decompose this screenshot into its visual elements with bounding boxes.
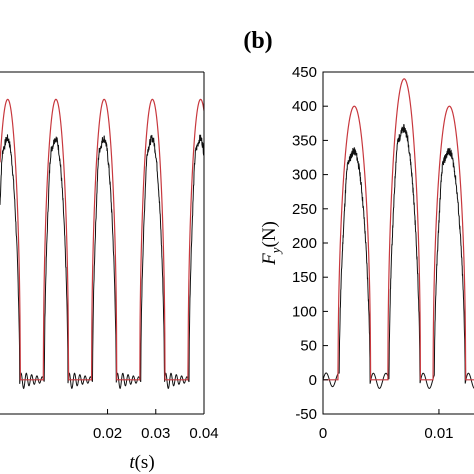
panel-b-y-tick-label: 300 xyxy=(292,167,317,184)
panel-b-x-tick-label: 0.01 xyxy=(424,425,453,442)
panel-b-y-ticks: 450 400 350 300 250 200 150 100 50 0 -50 xyxy=(292,64,328,423)
panel-a-series-model xyxy=(0,98,204,381)
panel-a-x-tick-label: 0.04 xyxy=(189,425,218,442)
panel-a-x-ticks: 0.02 0.03 0.04 xyxy=(93,409,219,442)
panel-b-y-tick-label: 350 xyxy=(292,132,317,149)
panel-b-y-tick-label: 0 xyxy=(309,372,317,389)
panel-b-x-ticks: 0 0.01 xyxy=(319,409,454,442)
panel-b-y-tick-label: 150 xyxy=(292,269,317,286)
panel-b-y-tick-label: 250 xyxy=(292,201,317,218)
panel-b-y-tick-label: 200 xyxy=(292,235,317,252)
panel-a: 0.02 0.03 0.04 t(s) xyxy=(0,71,219,473)
panel-a-x-tick-label: 0.03 xyxy=(141,425,170,442)
panel-b-frame xyxy=(322,71,474,415)
panel-b-y-tick-label: 50 xyxy=(300,338,317,355)
panel-b-y-tick-label: 400 xyxy=(292,98,317,115)
panel-a-x-axis-label: t(s) xyxy=(129,452,154,473)
panel-a-series-measured xyxy=(0,134,204,390)
panel-b-plot xyxy=(323,78,474,389)
panel-a-plot xyxy=(0,98,204,390)
panel-b-y-tick-label: -50 xyxy=(295,406,317,423)
panel-b-series-measured xyxy=(323,124,474,389)
panel-b-y-tick-label: 450 xyxy=(292,64,317,81)
panel-b-series-model xyxy=(323,78,474,381)
panel-b-y-tick-label: 100 xyxy=(292,303,317,320)
panel-b-y-axis-label: Fy(N) xyxy=(259,221,283,266)
panel-a-x-tick-label: 0.02 xyxy=(93,425,122,442)
panel-b-x-tick-label: 0 xyxy=(319,425,327,442)
panel-b-label: (b) xyxy=(243,28,272,54)
